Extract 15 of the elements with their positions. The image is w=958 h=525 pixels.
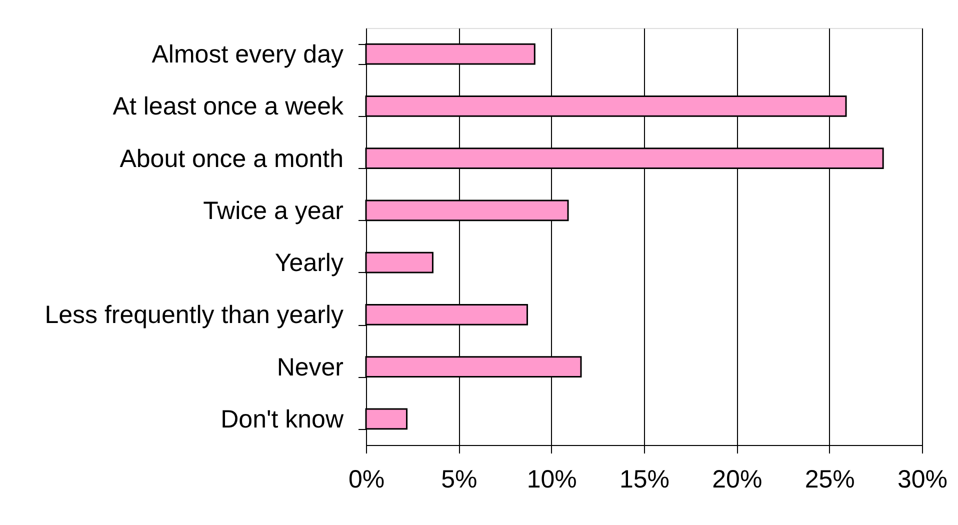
- y-tick-label: Yearly: [274, 249, 344, 278]
- y-tick-label: Don't know: [220, 405, 344, 434]
- x-tick-label: 0%: [348, 466, 385, 494]
- x-tick-label: 5%: [441, 466, 478, 494]
- x-tick-label: 10%: [526, 466, 577, 494]
- x-tick-label: 25%: [804, 466, 855, 494]
- y-tick-label: Less frequently than yearly: [44, 301, 344, 330]
- x-tick-label: 30%: [897, 466, 948, 494]
- y-tick-label: Twice a year: [203, 196, 344, 225]
- x-tick-label: 20%: [712, 466, 762, 494]
- y-tick-label: At least once a week: [112, 92, 344, 121]
- y-tick-label: About once a month: [120, 144, 344, 173]
- x-tick-label: 15%: [619, 466, 670, 494]
- y-tick-label: Never: [276, 353, 344, 382]
- y-tick-label: Almost every day: [152, 40, 344, 69]
